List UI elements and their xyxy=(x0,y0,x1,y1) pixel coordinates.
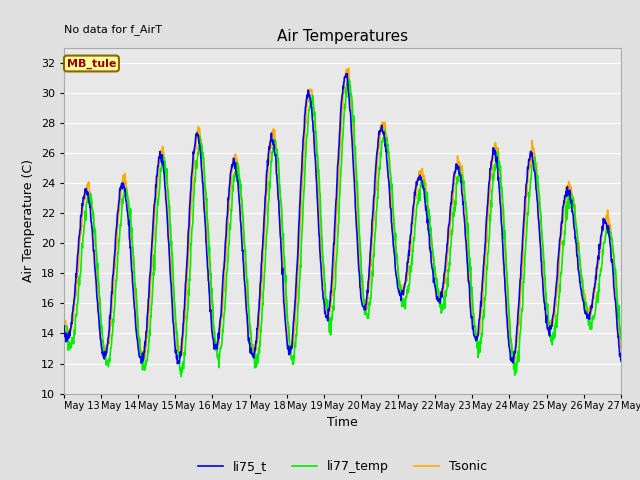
li75_t xyxy=(170,333,178,338)
Tsonic xyxy=(170,311,178,316)
Text: MB_tule: MB_tule xyxy=(67,59,116,69)
li75_t xyxy=(60,323,68,329)
Legend: li75_t, li77_temp, Tsonic: li75_t, li77_temp, Tsonic xyxy=(193,455,492,478)
Tsonic xyxy=(246,326,254,332)
li75_t xyxy=(344,71,351,76)
li77_temp xyxy=(177,373,185,379)
Tsonic xyxy=(617,346,625,351)
li75_t xyxy=(173,361,181,367)
li75_t xyxy=(246,350,254,356)
li75_t xyxy=(502,304,510,310)
Tsonic xyxy=(502,264,509,270)
li75_t xyxy=(429,279,437,285)
li77_temp xyxy=(184,300,192,306)
li75_t xyxy=(552,294,559,300)
li77_temp xyxy=(170,298,178,303)
Tsonic xyxy=(429,258,437,264)
li77_temp xyxy=(246,326,254,332)
li75_t xyxy=(617,358,625,364)
Tsonic xyxy=(60,318,68,324)
Tsonic xyxy=(552,299,559,305)
X-axis label: Time: Time xyxy=(327,416,358,429)
li77_temp xyxy=(429,255,437,261)
Text: No data for f_AirT: No data for f_AirT xyxy=(64,24,162,35)
li77_temp xyxy=(502,263,510,269)
li77_temp xyxy=(552,322,559,328)
li75_t xyxy=(184,230,192,236)
li77_temp xyxy=(60,324,68,329)
Line: li77_temp: li77_temp xyxy=(64,79,621,376)
Tsonic xyxy=(511,360,518,365)
li77_temp xyxy=(617,336,625,342)
Line: Tsonic: Tsonic xyxy=(64,68,621,362)
Tsonic xyxy=(345,65,353,71)
Title: Air Temperatures: Air Temperatures xyxy=(277,29,408,44)
Y-axis label: Air Temperature (C): Air Temperature (C) xyxy=(22,159,35,282)
Tsonic xyxy=(184,262,191,268)
li77_temp xyxy=(344,76,352,82)
Line: li75_t: li75_t xyxy=(64,73,621,364)
